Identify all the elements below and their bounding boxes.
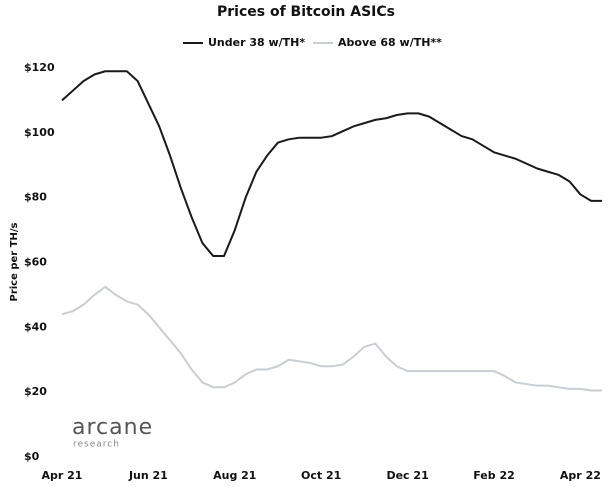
y-tick-label: $0	[24, 450, 40, 463]
x-tick-label: Aug 21	[213, 469, 256, 482]
y-tick-label: $100	[24, 126, 55, 139]
x-tick-label: Jun 21	[128, 469, 168, 482]
y-tick-label: $60	[24, 256, 47, 269]
x-tick-label: Feb 22	[473, 469, 515, 482]
y-tick-label: $120	[24, 61, 55, 74]
series-line	[61, 70, 602, 258]
chart-title: Prices of Bitcoin ASICs	[217, 4, 395, 20]
y-tick-label: $40	[24, 320, 47, 333]
y-tick-label: $20	[24, 385, 47, 398]
x-tick-label: Apr 21	[42, 469, 83, 482]
series-line	[61, 285, 602, 392]
x-tick-label: Apr 22	[560, 469, 601, 482]
y-tick-label: $80	[24, 191, 47, 204]
watermark-sub: research	[73, 440, 120, 450]
x-tick-label: Oct 21	[301, 469, 341, 482]
legend-label: Above 68 w/TH**	[338, 36, 442, 49]
x-tick-label: Dec 21	[386, 469, 428, 482]
legend-label: Under 38 w/TH*	[208, 36, 305, 49]
y-axis-title: Price per TH/s	[9, 222, 20, 301]
watermark: arcane	[72, 415, 153, 440]
